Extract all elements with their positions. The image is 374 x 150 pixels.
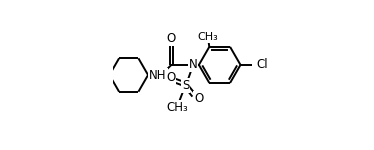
Text: N: N [188, 58, 197, 71]
Text: O: O [166, 71, 175, 84]
Text: O: O [167, 32, 176, 45]
Text: Cl: Cl [256, 58, 268, 71]
Text: CH₃: CH₃ [197, 32, 218, 42]
Text: NH: NH [149, 69, 167, 81]
Text: S: S [182, 79, 189, 92]
Text: O: O [194, 92, 203, 105]
Text: CH₃: CH₃ [166, 101, 188, 114]
